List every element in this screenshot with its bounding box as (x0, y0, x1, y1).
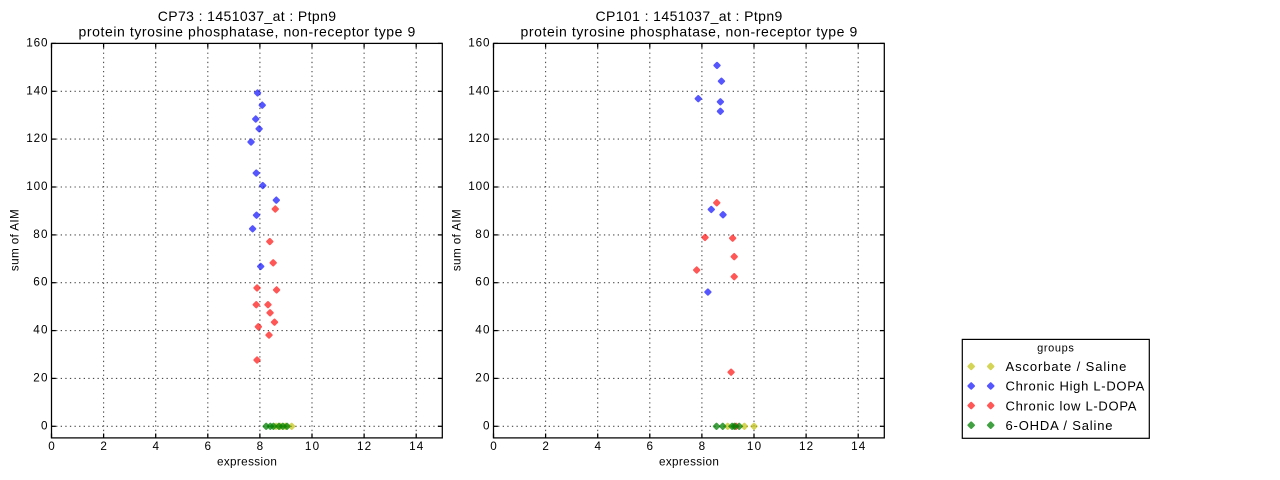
svg-text:14: 14 (409, 440, 424, 453)
svg-text:6: 6 (205, 440, 212, 453)
svg-text:0: 0 (48, 440, 55, 453)
svg-text:120: 120 (468, 132, 490, 145)
svg-text:60: 60 (33, 276, 48, 289)
svg-text:4: 4 (152, 440, 159, 453)
svg-text:6: 6 (647, 440, 654, 453)
svg-text:100: 100 (468, 180, 490, 193)
svg-text:protein tyrosine phosphatase,: protein tyrosine phosphatase, non-recept… (521, 24, 858, 40)
svg-text:8: 8 (699, 440, 706, 453)
svg-text:10: 10 (305, 440, 320, 453)
svg-text:80: 80 (33, 228, 48, 241)
svg-text:6-OHDA / Saline: 6-OHDA / Saline (1006, 418, 1113, 433)
svg-text:160: 160 (468, 36, 490, 49)
svg-text:groups: groups (1037, 343, 1074, 355)
svg-text:120: 120 (26, 132, 48, 145)
svg-text:2: 2 (100, 440, 107, 453)
svg-text:0: 0 (41, 419, 48, 432)
svg-text:40: 40 (33, 324, 48, 337)
svg-text:60: 60 (475, 276, 490, 289)
svg-text:CP101 : 1451037_at : Ptpn9: CP101 : 1451037_at : Ptpn9 (595, 8, 782, 24)
svg-text:8: 8 (257, 440, 264, 453)
svg-text:sum of AIM: sum of AIM (9, 209, 22, 271)
svg-text:0: 0 (483, 419, 490, 432)
svg-text:sum of AIM: sum of AIM (451, 209, 464, 271)
svg-text:20: 20 (33, 371, 48, 384)
svg-text:Ascorbate / Saline: Ascorbate / Saline (1006, 359, 1127, 374)
svg-text:protein tyrosine phosphatase,: protein tyrosine phosphatase, non-recept… (79, 24, 416, 40)
svg-text:160: 160 (26, 36, 48, 49)
svg-text:2: 2 (542, 440, 549, 453)
svg-text:14: 14 (851, 440, 866, 453)
svg-text:40: 40 (475, 324, 490, 337)
svg-text:80: 80 (475, 228, 490, 241)
svg-text:CP73 : 1451037_at : Ptpn9: CP73 : 1451037_at : Ptpn9 (158, 8, 337, 24)
svg-text:20: 20 (475, 371, 490, 384)
svg-text:10: 10 (747, 440, 762, 453)
svg-text:100: 100 (26, 180, 48, 193)
svg-text:12: 12 (799, 440, 813, 453)
svg-text:12: 12 (357, 440, 371, 453)
svg-text:Chronic low L-DOPA: Chronic low L-DOPA (1006, 398, 1137, 413)
svg-text:140: 140 (468, 84, 490, 97)
svg-text:expression: expression (217, 456, 277, 469)
svg-text:4: 4 (594, 440, 601, 453)
svg-text:Chronic High L-DOPA: Chronic High L-DOPA (1006, 379, 1145, 394)
svg-text:0: 0 (490, 440, 497, 453)
svg-text:expression: expression (659, 456, 719, 469)
svg-text:140: 140 (26, 84, 48, 97)
